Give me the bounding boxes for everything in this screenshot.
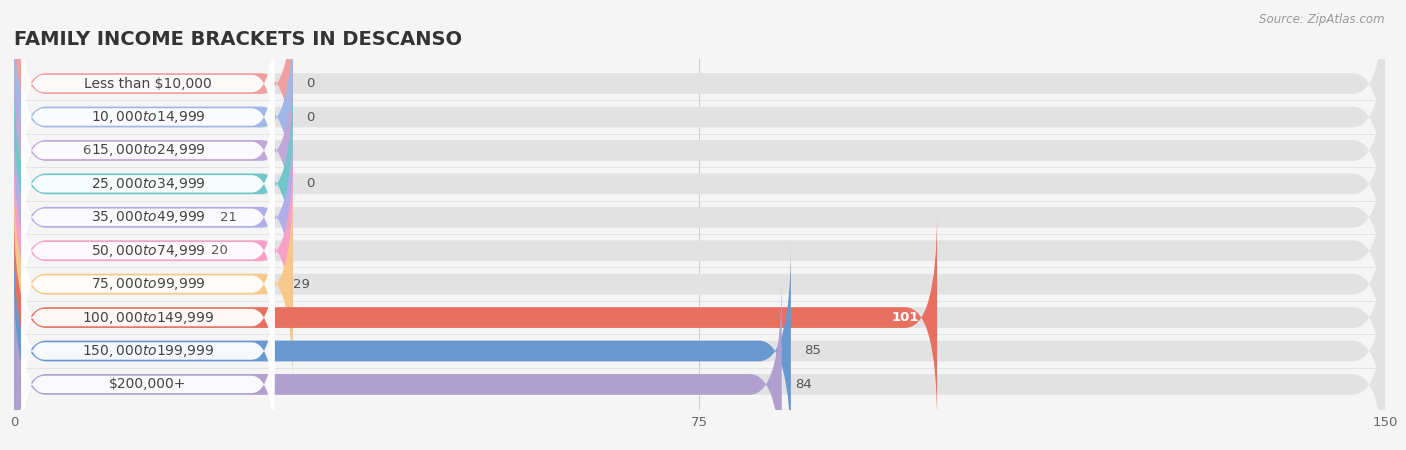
Text: 0: 0 — [307, 177, 315, 190]
Text: 6: 6 — [83, 144, 91, 157]
FancyBboxPatch shape — [21, 209, 274, 359]
Text: 21: 21 — [219, 211, 236, 224]
Text: 29: 29 — [292, 278, 309, 291]
FancyBboxPatch shape — [14, 244, 1385, 450]
FancyBboxPatch shape — [21, 276, 274, 426]
Text: $100,000 to $149,999: $100,000 to $149,999 — [82, 310, 214, 325]
Text: $150,000 to $199,999: $150,000 to $199,999 — [82, 343, 214, 359]
Text: $50,000 to $74,999: $50,000 to $74,999 — [90, 243, 205, 259]
FancyBboxPatch shape — [21, 42, 274, 192]
Text: Source: ZipAtlas.com: Source: ZipAtlas.com — [1260, 14, 1385, 27]
Text: $35,000 to $49,999: $35,000 to $49,999 — [90, 209, 205, 225]
FancyBboxPatch shape — [14, 0, 1385, 190]
FancyBboxPatch shape — [14, 278, 782, 450]
FancyBboxPatch shape — [14, 177, 292, 391]
FancyBboxPatch shape — [14, 44, 1385, 257]
Text: $75,000 to $99,999: $75,000 to $99,999 — [90, 276, 205, 292]
FancyBboxPatch shape — [21, 243, 274, 392]
Text: 0: 0 — [307, 111, 315, 123]
FancyBboxPatch shape — [21, 310, 274, 450]
FancyBboxPatch shape — [14, 177, 1385, 391]
Text: FAMILY INCOME BRACKETS IN DESCANSO: FAMILY INCOME BRACKETS IN DESCANSO — [14, 30, 463, 49]
Text: $25,000 to $34,999: $25,000 to $34,999 — [90, 176, 205, 192]
FancyBboxPatch shape — [14, 144, 1385, 357]
FancyBboxPatch shape — [14, 44, 292, 257]
FancyBboxPatch shape — [14, 244, 790, 450]
FancyBboxPatch shape — [14, 144, 292, 357]
Text: 84: 84 — [796, 378, 813, 391]
FancyBboxPatch shape — [14, 111, 1385, 324]
FancyBboxPatch shape — [21, 109, 274, 259]
FancyBboxPatch shape — [14, 10, 1385, 224]
FancyBboxPatch shape — [14, 10, 292, 224]
FancyBboxPatch shape — [14, 211, 1385, 424]
FancyBboxPatch shape — [21, 76, 274, 225]
FancyBboxPatch shape — [14, 111, 292, 324]
FancyBboxPatch shape — [14, 211, 938, 424]
FancyBboxPatch shape — [21, 176, 274, 326]
Text: 0: 0 — [307, 77, 315, 90]
Text: 20: 20 — [211, 244, 228, 257]
FancyBboxPatch shape — [14, 0, 292, 190]
FancyBboxPatch shape — [14, 77, 292, 291]
FancyBboxPatch shape — [14, 278, 1385, 450]
Text: 101: 101 — [891, 311, 920, 324]
Text: 85: 85 — [804, 345, 821, 357]
FancyBboxPatch shape — [14, 77, 1385, 291]
FancyBboxPatch shape — [21, 9, 274, 158]
Text: $15,000 to $24,999: $15,000 to $24,999 — [90, 143, 205, 158]
Text: $200,000+: $200,000+ — [110, 378, 187, 392]
Text: Less than $10,000: Less than $10,000 — [84, 76, 212, 90]
Text: $10,000 to $14,999: $10,000 to $14,999 — [90, 109, 205, 125]
FancyBboxPatch shape — [21, 142, 274, 292]
